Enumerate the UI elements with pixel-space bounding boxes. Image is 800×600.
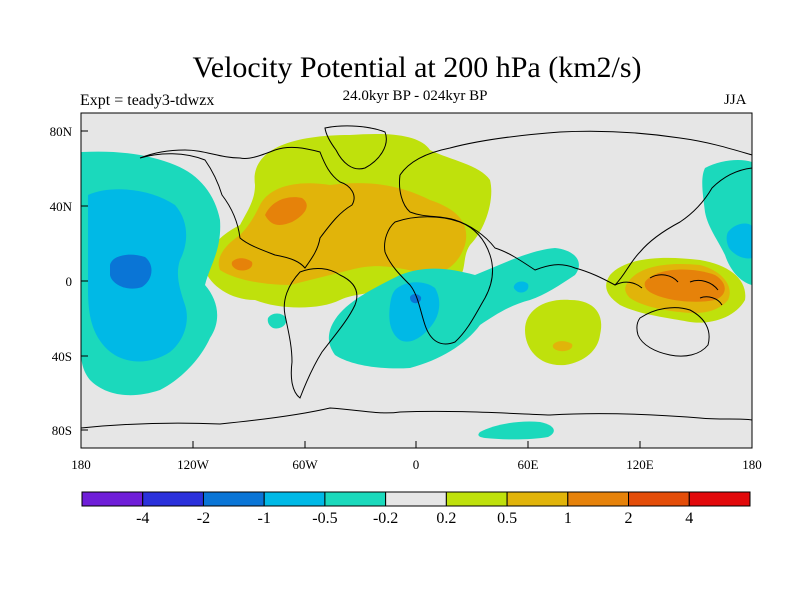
colorbar-box <box>81 491 144 507</box>
colorbar-box <box>263 491 326 507</box>
coastline-australia <box>636 307 710 357</box>
colorbar-label: 4 <box>685 510 693 527</box>
lat-labels: 80N 40N 0 40S 80S <box>50 124 73 438</box>
colorbar-label: 2 <box>625 510 633 527</box>
lon-label: 60E <box>518 457 539 472</box>
experiment-label: Expt = teady3-tdwzx <box>80 92 215 109</box>
lon-label: 120E <box>626 457 654 472</box>
lat-label: 40N <box>50 199 73 214</box>
colorbar-boxes <box>81 491 751 507</box>
positive-region-caribbean-max <box>231 258 253 271</box>
colorbar-label: 0.5 <box>497 510 517 527</box>
coastline-antarctica <box>81 407 752 429</box>
colorbar-box <box>688 491 751 507</box>
colorbar-label: 0.2 <box>436 510 456 527</box>
coastline-south-america <box>283 267 358 399</box>
negative-region-arabian-sea <box>513 281 529 293</box>
negative-region-southern-ocean <box>478 421 554 440</box>
lon-label: 120W <box>177 457 210 472</box>
lon-labels: 180 120W 60W 0 60E 120E 180 <box>71 457 762 472</box>
colorbar-box <box>445 491 508 507</box>
colorbar-box <box>628 491 690 507</box>
colorbar-box <box>324 491 387 507</box>
lat-label: 0 <box>66 274 73 289</box>
lat-label: 40S <box>52 349 72 364</box>
positive-region-indian-ocean <box>525 299 602 366</box>
colorbar-labels: -4 -2 -1 -0.5 -0.2 0.2 0.5 1 2 4 <box>136 510 693 527</box>
negative-region-atlantic-core <box>410 294 422 304</box>
positive-region-maritime-continent-max <box>644 269 725 302</box>
colorbar-label: -0.5 <box>312 510 337 527</box>
colorbar-box <box>202 491 265 507</box>
negative-region-east-pacific <box>267 313 287 329</box>
colorbar-label: -1 <box>258 510 271 527</box>
map-panel: 180 120W 60W 0 60E 120E 180 80N 40N 0 40… <box>50 112 762 472</box>
colorbar-label: -0.2 <box>373 510 398 527</box>
page-title: Velocity Potential at 200 hPa (km2/s) <box>192 51 642 84</box>
coastline-greenland <box>324 125 387 170</box>
negative-region-pacific-core <box>110 254 152 289</box>
axis-ticks <box>80 130 753 448</box>
lon-label: 180 <box>71 457 91 472</box>
colorbar-label: 1 <box>564 510 572 527</box>
lat-label: 80N <box>50 124 73 139</box>
colorbar-label: -2 <box>197 510 210 527</box>
lon-label: 60W <box>292 457 318 472</box>
coastline-maritime-continent <box>614 274 723 306</box>
colorbar: -4 -2 -1 -0.5 -0.2 0.2 0.5 1 2 4 <box>81 491 751 527</box>
negative-region-atlantic-africa <box>328 248 579 369</box>
coastlines <box>81 125 752 429</box>
positive-region-indian-ocean-core <box>552 341 573 352</box>
colorbar-box <box>385 491 447 507</box>
colorbar-box <box>567 491 630 507</box>
colorbar-box <box>142 491 204 507</box>
lon-label: 0 <box>413 457 420 472</box>
colorbar-label: -4 <box>136 510 149 527</box>
positive-region-north-america-max <box>265 197 307 226</box>
coastline-africa <box>384 216 493 345</box>
subtitle: 24.0kyr BP - 024kyr BP <box>342 88 488 104</box>
contour-fills <box>81 133 752 440</box>
lat-label: 80S <box>52 423 72 438</box>
negative-region-west-pacific-inner <box>726 223 752 259</box>
season-label: JJA <box>724 92 747 108</box>
lon-label: 180 <box>742 457 762 472</box>
negative-region-atlantic-inner <box>389 282 440 342</box>
colorbar-box <box>506 491 569 507</box>
coastline-north-america <box>139 146 355 269</box>
